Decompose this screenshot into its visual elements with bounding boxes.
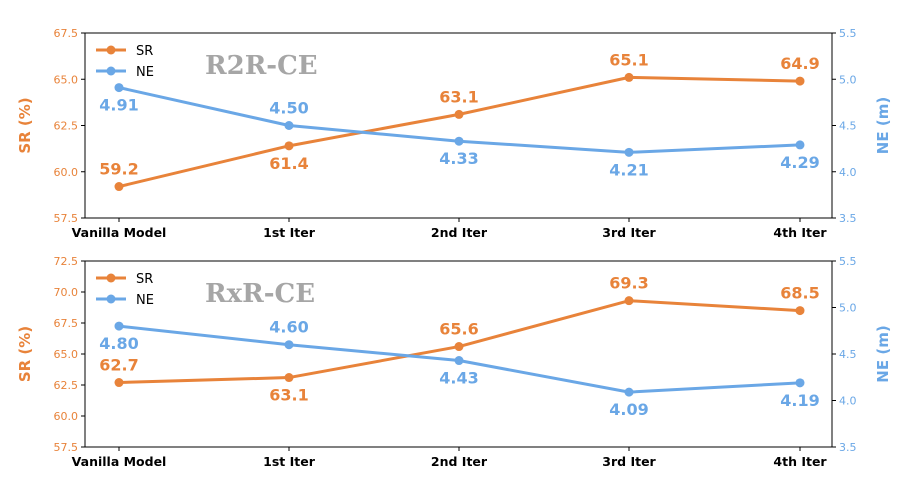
chart-panel-2: 57.5 60.0 62.5 65.0 67.5 70.0 72.5 3.5 4.0 4.5 5.0… xyxy=(16,255,892,469)
left-tick-label: 65.0 xyxy=(54,348,79,361)
data-point-ne xyxy=(624,387,634,397)
data-point-ne xyxy=(624,147,634,157)
data-label-sr: 61.4 xyxy=(269,154,308,173)
right-tick-label: 4.0 xyxy=(839,166,857,179)
data-label-ne: 4.21 xyxy=(609,160,648,179)
dataset-annotation: RxR-CE xyxy=(205,279,315,309)
data-label-ne: 4.09 xyxy=(609,400,648,419)
data-label-sr: 62.7 xyxy=(99,356,138,375)
x-tick-label: 3rd Iter xyxy=(602,225,656,240)
x-tick-label: Vanilla Model xyxy=(72,454,167,469)
legend-label-sr: SR xyxy=(136,44,153,59)
data-label-ne: 4.50 xyxy=(269,99,308,118)
right-tick-label: 3.5 xyxy=(839,212,857,225)
x-tick-label: 2nd Iter xyxy=(431,225,488,240)
legend-marker-ne xyxy=(106,66,116,76)
left-tick-label: 62.5 xyxy=(54,120,79,133)
x-tick-label: 1st Iter xyxy=(263,225,316,240)
data-label-ne: 4.19 xyxy=(780,391,819,410)
legend-marker-sr xyxy=(106,45,116,55)
data-point-sr xyxy=(454,342,464,352)
data-point-sr xyxy=(114,378,124,388)
left-tick-label: 70.0 xyxy=(54,286,79,299)
y-axis-label-sr: SR (%) xyxy=(16,326,34,382)
right-tick-label: 5.0 xyxy=(839,73,857,86)
data-label-sr: 65.6 xyxy=(439,320,478,339)
left-tick-label: 57.5 xyxy=(54,441,79,454)
left-tick-label: 62.5 xyxy=(54,379,79,392)
x-tick-label: 4th Iter xyxy=(773,225,827,240)
data-label-ne: 4.91 xyxy=(99,96,138,115)
data-point-sr xyxy=(624,296,634,306)
data-point-ne xyxy=(795,378,805,388)
dataset-annotation: R2R-CE xyxy=(205,51,318,81)
data-point-ne xyxy=(284,121,294,130)
legend-marker-ne xyxy=(106,294,116,304)
data-point-ne xyxy=(795,140,805,150)
right-tick-label: 5.5 xyxy=(839,255,857,268)
data-point-ne xyxy=(454,136,464,146)
y-axis-label-ne: NE (m) xyxy=(874,325,892,382)
data-label-sr: 64.9 xyxy=(780,54,819,73)
data-label-ne: 4.29 xyxy=(780,153,819,172)
data-point-ne xyxy=(114,321,124,331)
x-tick-label: 4th Iter xyxy=(773,454,827,469)
left-tick-label: 60.0 xyxy=(54,166,79,179)
legend-label-ne: NE xyxy=(136,293,154,308)
data-point-ne xyxy=(284,340,294,350)
data-label-sr: 63.1 xyxy=(269,386,308,405)
left-tick-label: 57.5 xyxy=(54,212,79,225)
data-point-sr xyxy=(795,76,805,86)
plot-frame xyxy=(84,32,833,219)
data-label-ne: 4.80 xyxy=(99,334,138,353)
data-label-sr: 69.3 xyxy=(609,274,648,293)
data-point-sr xyxy=(624,72,634,82)
x-tick-label: 2nd Iter xyxy=(431,454,488,469)
left-tick-label: 67.5 xyxy=(54,27,79,40)
data-label-sr: 68.5 xyxy=(780,284,819,303)
data-label-ne: 4.43 xyxy=(439,369,478,388)
y-axis-label-sr: SR (%) xyxy=(16,97,34,153)
x-tick-label: Vanilla Model xyxy=(72,225,167,240)
y-axis-label-ne: NE (m) xyxy=(874,97,892,154)
data-point-ne xyxy=(114,83,124,93)
right-tick-label: 4.0 xyxy=(839,395,857,408)
x-tick-label: 1st Iter xyxy=(263,454,316,469)
left-tick-label: 67.5 xyxy=(54,317,79,330)
plot-frame xyxy=(84,260,833,448)
chart-panel-1: 57.5 60.0 62.5 65.0 67.5 3.5 4.0 4.5 5.0 5.5 Vanil… xyxy=(16,27,892,240)
data-point-sr xyxy=(454,109,464,119)
legend-label-sr: SR xyxy=(136,272,153,287)
legend-marker-sr xyxy=(106,273,116,283)
data-point-sr xyxy=(795,306,805,316)
legend-label-ne: NE xyxy=(136,65,154,80)
data-label-ne: 4.60 xyxy=(269,318,308,337)
data-label-sr: 63.1 xyxy=(439,87,478,106)
x-tick-label: 3rd Iter xyxy=(602,454,656,469)
data-point-sr xyxy=(284,373,294,383)
data-label-ne: 4.33 xyxy=(439,149,478,168)
right-tick-label: 5.0 xyxy=(839,302,857,315)
left-tick-label: 72.5 xyxy=(54,255,79,268)
data-point-sr xyxy=(114,182,124,192)
right-tick-label: 4.5 xyxy=(839,120,857,133)
data-point-sr xyxy=(284,141,294,151)
right-tick-label: 4.5 xyxy=(839,348,857,361)
data-label-sr: 59.2 xyxy=(99,160,138,179)
data-point-ne xyxy=(454,356,464,366)
right-tick-label: 5.5 xyxy=(839,27,857,40)
data-label-sr: 65.1 xyxy=(609,50,648,69)
left-tick-label: 65.0 xyxy=(54,73,79,86)
left-tick-label: 60.0 xyxy=(54,410,79,423)
right-tick-label: 3.5 xyxy=(839,441,857,454)
